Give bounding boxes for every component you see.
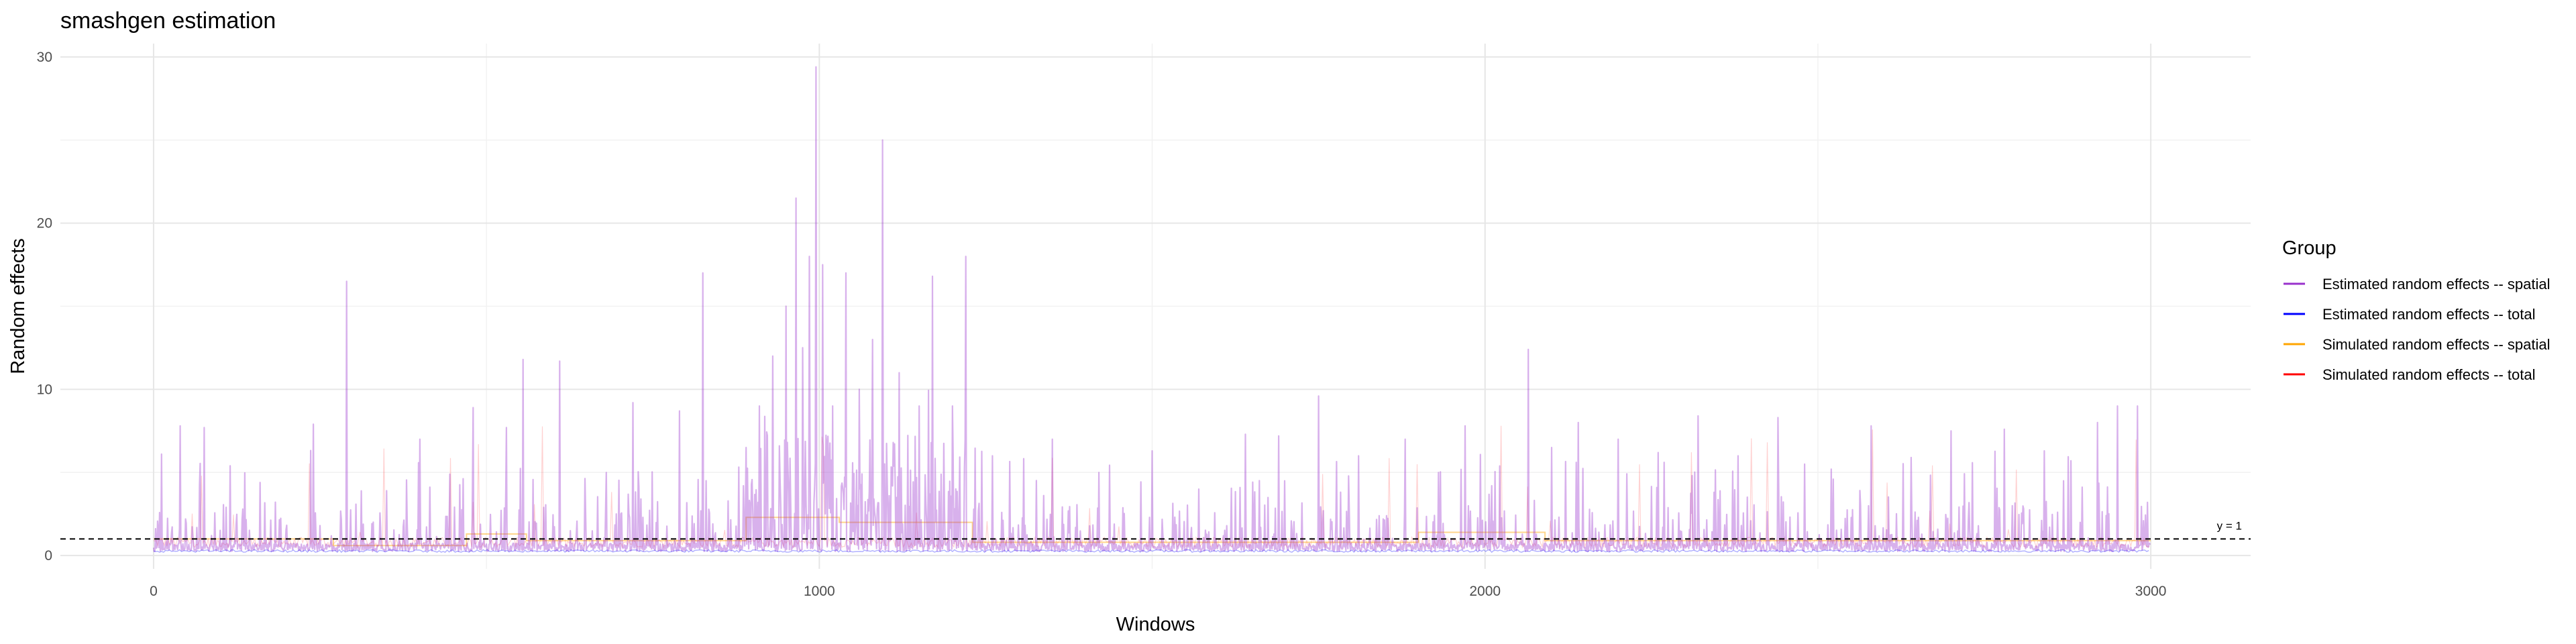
y-axis-ticks: 0 10 20 30 — [37, 50, 52, 564]
legend-label: Simulated random effects -- spatial — [2322, 336, 2551, 353]
series-line-simulated-total — [153, 425, 2150, 549]
y-tick-label: 20 — [37, 216, 52, 231]
plot-panel: y = 1 — [60, 44, 2251, 569]
series-line-estimated-total — [153, 549, 2149, 553]
legend-items: Estimated random effects -- spatial Estim… — [2284, 276, 2551, 383]
x-axis-title: Windows — [1116, 614, 1195, 635]
y-tick-label: 10 — [37, 382, 52, 397]
x-axis-ticks: 0 1000 2000 3000 — [150, 584, 2166, 599]
y-tick-label: 0 — [44, 548, 52, 564]
x-tick-label: 3000 — [2135, 584, 2167, 599]
legend-label: Simulated random effects -- total — [2322, 366, 2536, 383]
y-axis-title: Random effects — [7, 238, 29, 374]
x-tick-label: 1000 — [804, 584, 835, 599]
x-tick-label: 0 — [150, 584, 158, 599]
grid-lines — [60, 44, 2251, 569]
legend-label: Estimated random effects -- spatial — [2322, 276, 2551, 292]
series-layer — [152, 66, 2151, 553]
y-tick-label: 30 — [37, 50, 52, 65]
chart-title: smashgen estimation — [60, 8, 276, 34]
reference-line-label: y = 1 — [2217, 519, 2242, 532]
legend-label: Estimated random effects -- total — [2322, 306, 2536, 323]
x-tick-label: 2000 — [1469, 584, 1501, 599]
legend-title: Group — [2282, 237, 2337, 259]
series-line-simulated-spatial — [153, 517, 2151, 547]
series-line-estimated-spatial — [152, 66, 2151, 553]
legend: Group Estimated random effects -- spatia… — [2282, 237, 2551, 383]
